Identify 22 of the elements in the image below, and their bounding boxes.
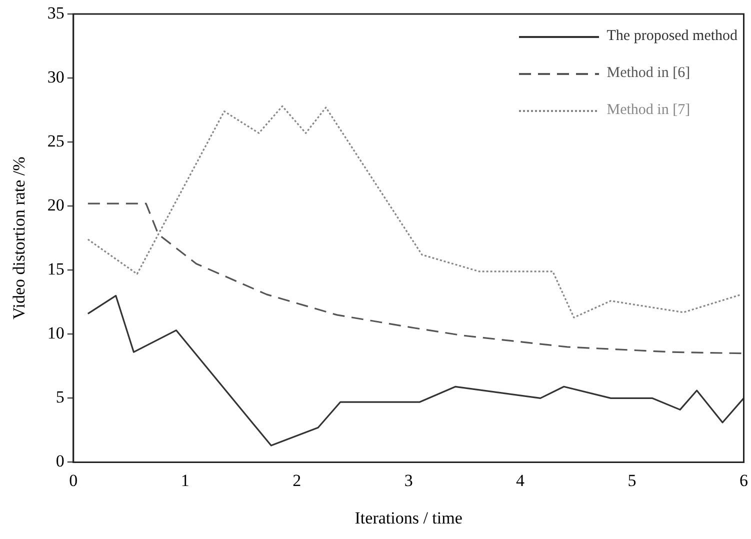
line-series <box>87 202 742 354</box>
y-tick-label: 15 <box>47 260 64 279</box>
x-tick-label: 6 <box>740 470 748 490</box>
text: Method in [7] <box>606 102 690 119</box>
y-tick-label: 25 <box>47 132 64 151</box>
x-axis-title: Iterations / time <box>354 508 462 528</box>
x-tick-label: 0 <box>69 470 78 490</box>
y-tick-label: 30 <box>47 67 64 86</box>
line-series <box>87 105 742 318</box>
x-tick-label: 5 <box>628 470 636 490</box>
y-tick-label: 20 <box>47 196 64 215</box>
y-tick-label: 0 <box>56 452 64 471</box>
y-tick-label: 35 <box>47 3 64 22</box>
x-tick-label: 3 <box>404 470 413 490</box>
x-tick-label: 1 <box>180 470 190 490</box>
x-tick-label: 2 <box>292 470 302 490</box>
y-tick-label: 5 <box>56 388 64 407</box>
y-tick-label: 10 <box>47 324 64 343</box>
y-axis-title: Video distortion rate /% <box>10 156 29 320</box>
text: The proposed method <box>606 28 738 45</box>
text: Method in [6] <box>606 65 690 82</box>
x-tick-label: 4 <box>516 470 526 490</box>
